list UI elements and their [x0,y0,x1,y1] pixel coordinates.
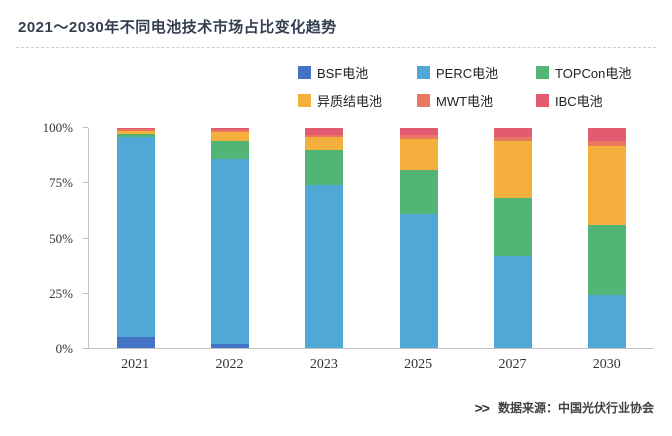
legend-swatch-icon [298,66,311,79]
title-divider [16,47,656,48]
y-axis: 0% 25% 50% 75% 100% [0,120,88,356]
bar-segment [587,128,626,142]
bar-segment [493,136,532,142]
legend-label: PERC电池 [436,66,499,81]
bar-segment [211,130,250,133]
x-axis-label: 2027 [498,357,527,372]
legend-swatch-icon [417,66,430,79]
legend-item: 异质结电池 [298,91,417,110]
bar-segment [587,224,626,296]
bar-slot [277,128,371,348]
bar-segment [305,136,344,151]
x-axis-label: 2023 [309,357,338,372]
bar-slot [183,128,277,348]
y-tick-mark [83,292,88,294]
bar-slot [89,128,183,348]
legend-item: MWT电池 [417,91,536,110]
legend-swatch-icon [536,66,549,79]
x-axis-labels: 2021 2022 2023 2025 2027 2030 [88,357,654,373]
data-source-text: 数据来源：中国光伏行业协会 [497,401,654,415]
bar-segment [305,134,344,137]
bar-segment [587,295,626,348]
legend-label: IBC电池 [555,94,603,109]
legend-item: PERC电池 [417,63,536,82]
bar-segment [117,337,156,348]
bar-segment [587,145,626,225]
bar-segment [399,139,438,170]
legend-label: TOPCon电池 [555,66,632,81]
legend-label: MWT电池 [436,94,494,109]
y-tick-label: 75% [49,175,73,191]
legend-swatch-icon [417,94,430,107]
bar-slot [466,128,560,348]
stacked-bar [117,128,156,348]
bar-segment [117,136,156,337]
bar-segment [587,141,626,146]
y-tick-mark [83,182,88,184]
plot-wrap: 0% 25% 50% 75% 100% [0,120,672,356]
bar-segment [211,132,250,142]
bar-segment [399,169,438,214]
legend-label: BSF电池 [317,66,369,81]
bar-segment [399,128,438,135]
bar-segment [493,128,532,137]
stacked-bar [305,128,344,348]
stacked-bar [211,128,250,348]
y-tick-label: 50% [49,230,73,246]
stacked-bar [587,128,626,348]
data-source: >> 数据来源：中国光伏行业协会 [475,399,654,416]
bar-segment [305,150,344,186]
stacked-bar [493,128,532,348]
bar-segment [305,185,344,348]
legend-label: 异质结电池 [317,94,383,109]
bar-segment [211,343,250,348]
y-tick-label: 100% [42,120,73,135]
bar-segment [493,255,532,348]
x-axis-label: 2025 [404,357,433,372]
bar-segment [211,158,250,344]
legend-item: BSF电池 [298,63,417,82]
x-axis-label: 2030 [592,357,621,372]
bar-segment [399,213,438,348]
bar-segment [117,129,156,132]
y-tick-label: 0% [55,341,73,356]
bar-slot [560,128,654,348]
chart-title: 2021～2030年不同电池技术市场占比变化趋势 [18,19,337,36]
legend-swatch-icon [536,94,549,107]
legend-item: IBC电池 [536,91,655,110]
y-tick-label: 25% [49,285,73,301]
plot-area [88,128,654,349]
bar-segment [211,128,250,131]
legend-swatch-icon [298,94,311,107]
bar-segment [117,131,156,134]
bar-segment [211,141,250,159]
y-tick-mark [83,127,88,128]
bar-segment [117,133,156,137]
bar-segment [399,134,438,140]
legend: BSF电池 PERC电池 TOPCon电池异质结电池 MWT电池 IBC电池 [298,63,660,119]
bar-segment [493,141,532,199]
y-tick-mark [83,237,88,239]
bar-segment [493,198,532,256]
bar-slot [372,128,466,348]
legend-item: TOPCon电池 [536,63,655,82]
stacked-bar [399,128,438,348]
y-tick-mark [83,348,88,349]
x-axis-label: 2021 [121,357,150,372]
legend-row: 异质结电池 MWT电池 IBC电池 [298,91,660,110]
bar-segment [117,128,156,130]
bar-segment [305,128,344,135]
legend-row: BSF电池 PERC电池 TOPCon电池 [298,63,660,82]
x-axis-label: 2022 [215,357,244,372]
double-chevron-icon: >> [474,399,490,416]
